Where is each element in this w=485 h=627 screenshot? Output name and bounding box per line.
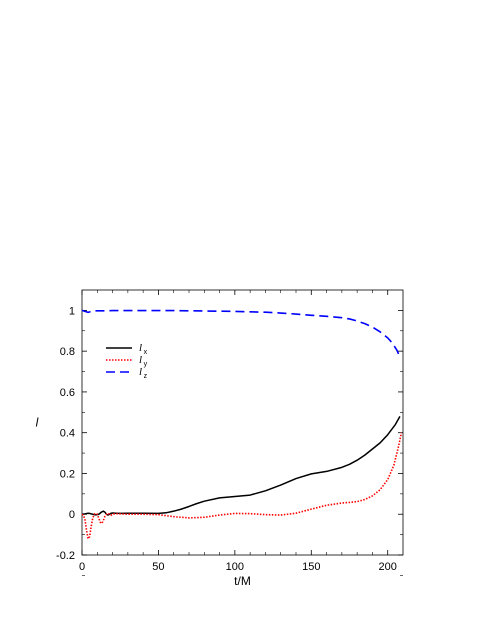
series-line-lz bbox=[81, 309, 401, 358]
plot-frame bbox=[81, 289, 404, 556]
y-tick-label: -0.2 bbox=[56, 550, 75, 562]
y-tick-label: 0.2 bbox=[60, 468, 75, 480]
x-axis-label: t/M bbox=[234, 574, 251, 588]
series-layer bbox=[81, 309, 403, 540]
y-axis-label: l bbox=[36, 416, 39, 430]
y-tick-label: 0 bbox=[69, 509, 75, 521]
y-tick-label: 0.8 bbox=[60, 346, 75, 358]
series-line-lx bbox=[81, 416, 401, 516]
x-tick-label: 150 bbox=[302, 561, 320, 573]
legend: l xl yl z bbox=[106, 342, 148, 380]
x-tick-label: 200 bbox=[379, 561, 397, 573]
y-tick-label: 0.4 bbox=[60, 428, 75, 440]
x-tick-label: 100 bbox=[226, 561, 244, 573]
series-line-ly bbox=[81, 432, 403, 540]
x-tick-label: 0 bbox=[79, 561, 85, 573]
y-tick-label: 1 bbox=[69, 305, 75, 317]
y-tick-label: 0.6 bbox=[60, 387, 75, 399]
ticks-layer: 0 50 100 150 200 -0.2 0 0.2 0.4 0.6 0.8 1 bbox=[56, 290, 403, 576]
x-tick-label: 50 bbox=[152, 561, 164, 573]
